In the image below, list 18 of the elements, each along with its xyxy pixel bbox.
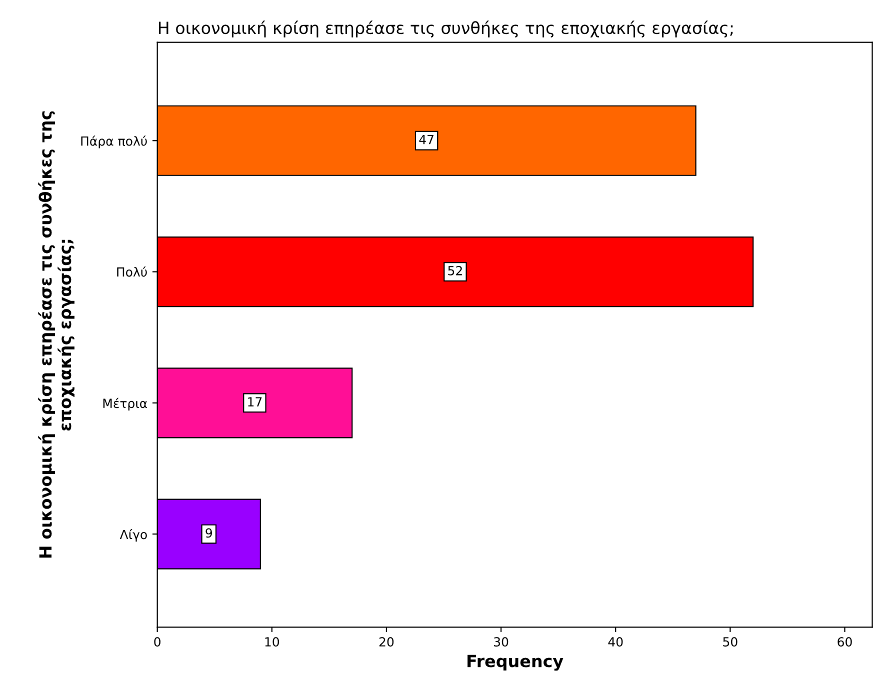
y-tick-label: Λίγο <box>120 529 147 542</box>
y-tick-label: Μέτρια <box>103 398 147 411</box>
y-axis-title: Η οικονομική κρίση επηρέασε τις συνθήκες της εποχιακής εργασίας; <box>38 111 74 558</box>
x-tick-label: 40 <box>608 637 623 647</box>
x-tick-label: 60 <box>838 637 852 647</box>
y-tick-label: Πολύ <box>117 266 147 277</box>
x-tick-label: 20 <box>379 637 394 647</box>
x-tick-label: 10 <box>265 637 280 647</box>
chart-title: Η οικονομική κρίση επηρέασε τις συνθήκες της εποχιακής εργασίας; <box>158 20 733 38</box>
data-label: 47 <box>419 134 434 144</box>
x-tick-label: 30 <box>494 637 508 647</box>
data-label: 52 <box>448 266 462 276</box>
y-tick-label: Πάρα πολύ <box>81 136 147 148</box>
x-tick-label: 0 <box>154 637 160 647</box>
data-label: 17 <box>248 397 262 406</box>
data-label: 9 <box>206 528 212 538</box>
x-axis-title: Frequency <box>468 654 564 671</box>
x-tick-label: 50 <box>723 637 738 647</box>
